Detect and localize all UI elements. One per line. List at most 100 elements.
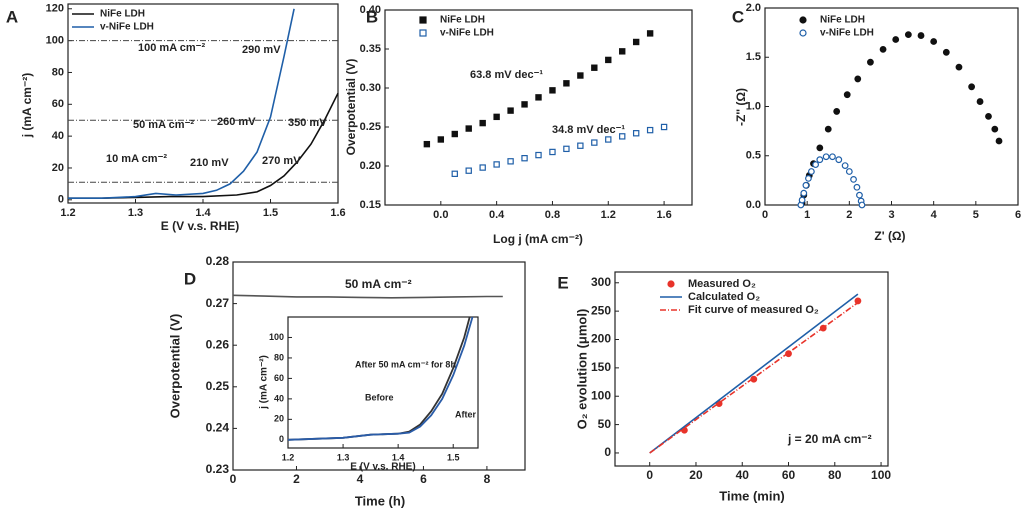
marker	[465, 125, 472, 132]
annotation: 350 mV	[288, 117, 327, 129]
marker	[985, 112, 992, 120]
annotation: After 50 mA cm⁻² for 8h	[355, 359, 456, 369]
y-axis-label: Overpotential (V)	[344, 59, 358, 156]
y-tick-label: 0.26	[206, 337, 230, 351]
y-axis-label: Overpotential (V)	[167, 314, 182, 419]
x-tick-label: 80	[828, 468, 842, 482]
y-tick-label: 60	[274, 373, 284, 383]
marker	[577, 142, 584, 149]
marker	[843, 91, 851, 99]
y-tick-label: 1.0	[746, 100, 761, 112]
marker	[995, 137, 1003, 145]
annotation: 63.8 mV dec⁻¹	[470, 69, 543, 81]
marker	[816, 156, 824, 164]
legend-label: Calculated O₂	[688, 291, 760, 303]
y-axis-label: j (mA cm⁻²)	[20, 73, 34, 139]
x-tick-label: 0	[762, 209, 768, 221]
marker	[605, 136, 612, 143]
x-axis-label: E (V v.s. RHE)	[161, 219, 239, 233]
marker	[507, 107, 514, 114]
marker	[955, 63, 963, 71]
marker	[619, 48, 626, 55]
x-tick-label: 6	[420, 472, 427, 486]
y-tick-label: 100	[46, 35, 64, 47]
marker	[854, 75, 862, 83]
x-tick-label: 2	[293, 472, 300, 486]
x-axis-label: Log j (mA cm⁻²)	[493, 232, 583, 246]
marker	[521, 101, 528, 108]
y-tick-label: 120	[46, 3, 64, 15]
y-tick-label: 20	[274, 414, 284, 424]
annotation: j = 20 mA cm⁻²	[787, 432, 872, 446]
marker	[465, 167, 472, 174]
y-tick-label: 1.5	[746, 51, 761, 63]
marker	[829, 153, 836, 161]
x-tick-label: 5	[973, 209, 979, 221]
panel: 0 2 4 6 8 0.23 0.24 0.25 0.26 0.27 0.28 Time (h) Ove…	[167, 254, 526, 508]
marker	[968, 83, 976, 91]
marker	[833, 108, 841, 115]
marker	[451, 130, 458, 138]
legend-label: Measured O₂	[688, 278, 756, 290]
legend-swatch	[799, 16, 807, 24]
plot-frame	[287, 316, 479, 449]
marker	[535, 94, 542, 101]
marker	[854, 297, 862, 305]
y-axis-label: j (mA cm⁻²)	[259, 355, 270, 410]
x-tick-label: 1.6	[656, 209, 671, 221]
marker	[835, 156, 843, 164]
x-tick-label: 4	[357, 472, 364, 486]
legend-label: v-NiFe LDH	[820, 28, 874, 39]
y-tick-label: 0.0	[746, 199, 761, 211]
legend-swatch	[799, 29, 807, 37]
legend-label: Fit curve of measured O₂	[688, 304, 819, 316]
y-tick-label: 0.24	[206, 421, 230, 435]
y-tick-label: 300	[591, 275, 611, 289]
x-tick-label: 0.4	[489, 209, 505, 221]
annotation: 260 mV	[217, 116, 256, 128]
marker	[856, 191, 863, 199]
marker	[845, 168, 853, 175]
marker	[879, 45, 887, 53]
plot-frame	[384, 9, 693, 206]
marker	[917, 32, 925, 39]
plot-frame	[232, 261, 526, 471]
legend-swatch	[667, 280, 675, 288]
marker	[991, 125, 999, 133]
x-tick-label: 1.2	[60, 207, 75, 219]
panel: 0 20 40 60 80 100 0 50 100 150 200 250 300 Time (min)…	[557, 271, 891, 503]
y-tick-label: 0.40	[360, 4, 381, 16]
legend-label: NiFe LDH	[820, 15, 865, 26]
y-tick-label: 150	[591, 360, 611, 374]
marker	[619, 133, 626, 140]
annotation: 34.8 mV dec⁻¹	[552, 124, 625, 136]
y-tick-label: 60	[52, 98, 64, 110]
y-tick-label: 0.28	[206, 254, 230, 268]
marker	[591, 139, 598, 146]
panel-label: B	[366, 7, 378, 26]
series-line	[287, 316, 474, 441]
marker	[646, 30, 654, 37]
marker	[858, 201, 866, 209]
y-tick-label: 0.27	[206, 296, 230, 310]
y-tick-label: 0.30	[360, 82, 381, 94]
marker	[822, 153, 830, 161]
x-tick-label: 6	[1015, 209, 1021, 221]
panel-label: D	[184, 269, 196, 288]
panel: 1.2 1.3 1.4 1.5 1.6 0 20 40 60 80 100 120 E (V v.s. …	[6, 3, 346, 233]
series-line	[68, 8, 295, 199]
annotation: 270 mV	[262, 155, 301, 167]
marker	[660, 123, 668, 131]
y-tick-label: 0.35	[360, 43, 381, 55]
marker	[493, 113, 500, 121]
plot-frame	[67, 3, 339, 204]
series-line	[232, 294, 503, 299]
y-tick-label: 80	[52, 66, 64, 78]
y-tick-label: 0.25	[206, 379, 230, 393]
marker	[904, 31, 912, 38]
x-axis-label: E (V v.s. RHE)	[350, 462, 415, 473]
marker	[841, 162, 849, 170]
series-line	[649, 301, 859, 454]
legend-swatch	[419, 29, 427, 37]
y-tick-label: 100	[269, 332, 284, 342]
